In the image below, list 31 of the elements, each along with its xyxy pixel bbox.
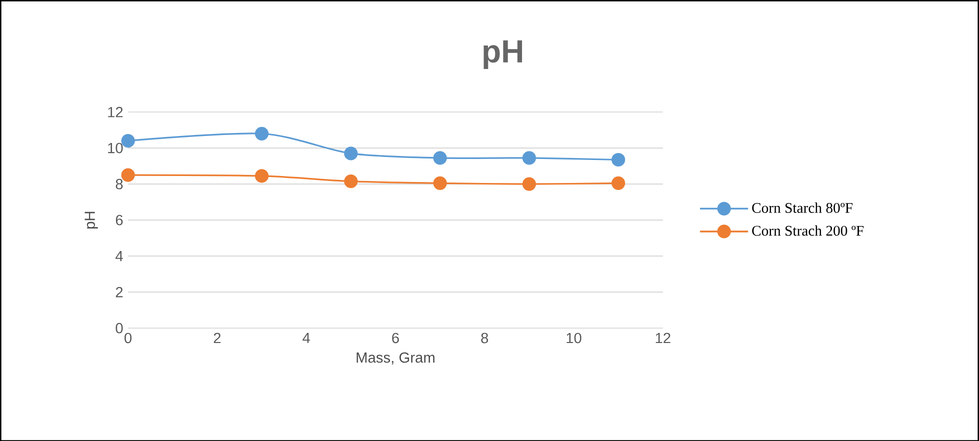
legend-label: Corn Strach 200 ºF	[752, 225, 864, 236]
x-tick-label: 12	[656, 332, 670, 343]
point	[612, 176, 626, 190]
y-tick-label: 0	[116, 322, 123, 334]
point	[254, 126, 269, 140]
x-tick-label: 2	[214, 332, 221, 343]
y-tick-label: 2	[116, 286, 123, 297]
point	[433, 150, 447, 165]
y-tick-label: 12	[108, 106, 123, 117]
y-tick-label: 10	[108, 142, 123, 154]
y-tick-label: 6	[116, 214, 123, 226]
chart-title: pH	[484, 40, 522, 69]
x-tick-label: 4	[302, 332, 310, 343]
x-tick-label: 6	[392, 332, 399, 343]
x-tick-label: 8	[481, 332, 488, 343]
y-axis-title: pH	[84, 212, 98, 228]
point	[612, 152, 626, 166]
point	[522, 177, 536, 191]
point	[121, 134, 135, 148]
point	[254, 168, 269, 183]
point	[522, 150, 536, 165]
point	[344, 146, 358, 160]
y-tick-label: 4	[116, 250, 123, 261]
point	[121, 168, 135, 182]
x-tick-label: 0	[124, 332, 132, 343]
legend-label: Corn Starch 80ºF	[752, 202, 853, 213]
point	[433, 176, 447, 190]
x-tick-label: 10	[566, 332, 582, 343]
x-axis-title: Mass, Gram	[356, 352, 434, 364]
point	[344, 174, 358, 188]
y-tick-label: 8	[116, 178, 123, 190]
